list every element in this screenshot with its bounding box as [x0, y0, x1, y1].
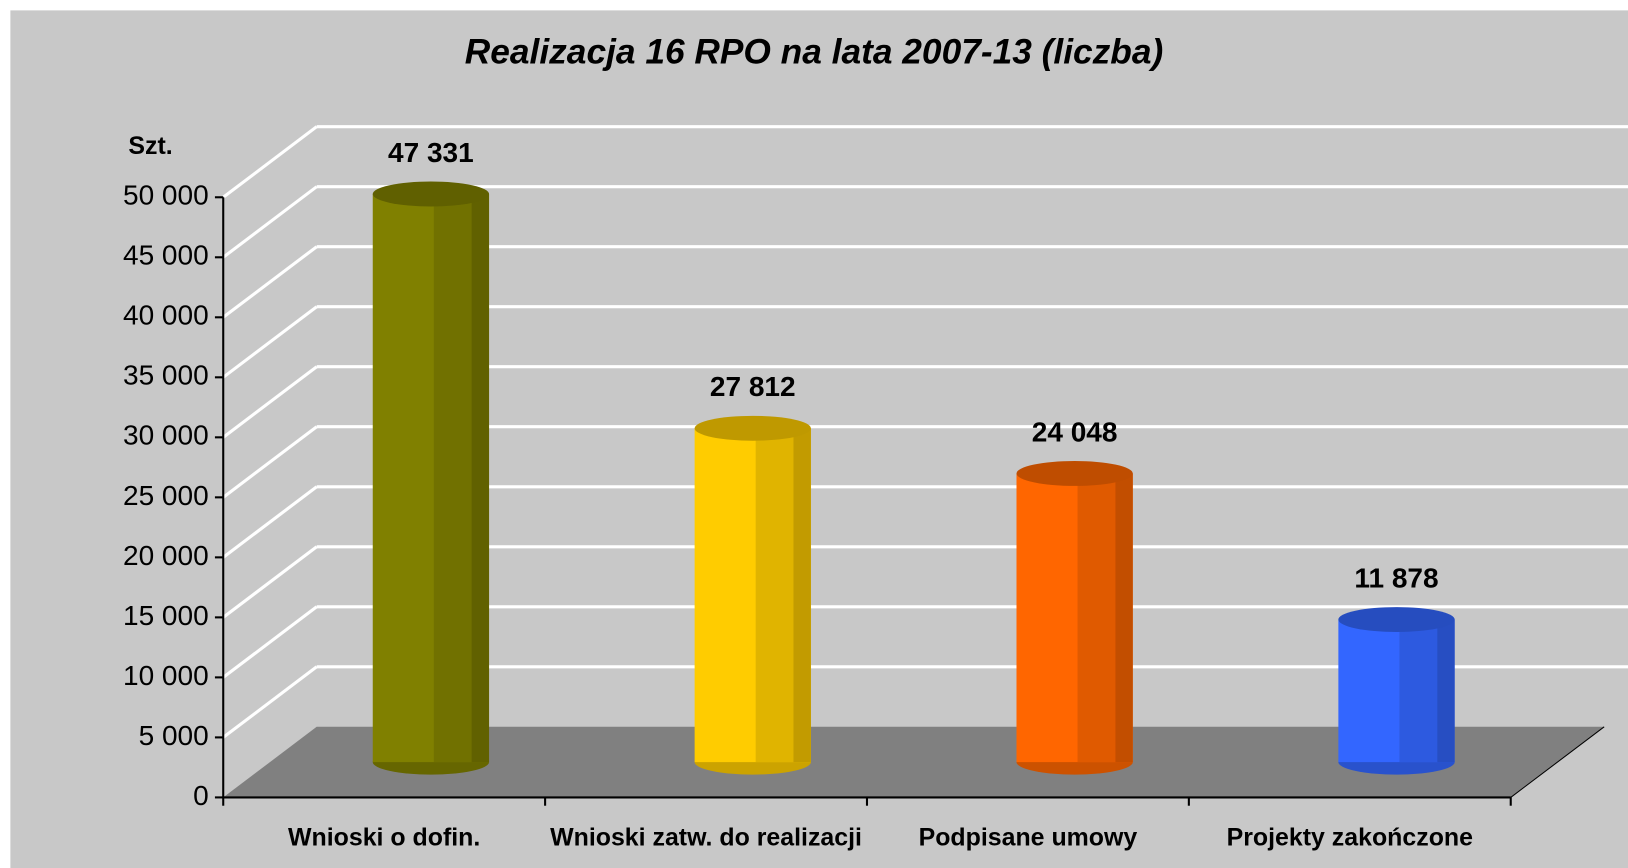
grid-line: [222, 365, 318, 439]
bar-side: [433, 194, 472, 763]
grid-line: [222, 245, 318, 319]
bar-side: [755, 428, 794, 763]
value-label: 11 878: [1354, 562, 1438, 593]
grid-line: [222, 485, 318, 559]
bar-side: [471, 194, 490, 763]
x-tick-label: Projekty zakończone: [1227, 824, 1473, 852]
bar-top: [1016, 461, 1133, 486]
y-tick-label: 25 000: [123, 480, 209, 511]
floor: [223, 726, 1605, 798]
x-tick-label: Podpisane umowy: [919, 824, 1138, 852]
y-tick-label: 10 000: [123, 660, 209, 691]
plot: Realizacja 16 RPO na lata 2007-13 (liczb…: [10, 10, 1628, 868]
bar-side: [1115, 473, 1133, 763]
y-tick-label: 20 000: [123, 540, 209, 571]
y-tick-label: 35 000: [123, 360, 209, 391]
bar-top: [694, 415, 811, 441]
bar-side: [1399, 619, 1438, 763]
bar-side: [793, 428, 811, 763]
x-tick-label: Wnioski zatw. do realizacji: [550, 824, 862, 852]
bar-top: [372, 181, 490, 207]
y-axis-label: Szt.: [128, 132, 172, 160]
chart-title: Realizacja 16 RPO na lata 2007-13 (liczb…: [465, 32, 1163, 71]
floor-edge: [1510, 726, 1605, 798]
y-tick-label: 30 000: [123, 420, 209, 451]
y-tick-label: 40 000: [123, 300, 209, 331]
value-label: 24 048: [1032, 416, 1118, 447]
y-tick-label: 45 000: [123, 240, 209, 271]
bar-side: [1077, 473, 1116, 763]
grid-line: [222, 605, 318, 679]
x-tick-label: Wnioski o dofin.: [288, 824, 480, 852]
y-tick-label: 5 000: [139, 720, 209, 751]
grid-line: [222, 185, 318, 259]
grid-line: [222, 305, 318, 379]
y-tick-label: 15 000: [123, 600, 209, 631]
value-label: 27 812: [710, 371, 796, 402]
bar-side: [1437, 619, 1455, 763]
y-tick-label: 50 000: [123, 180, 209, 211]
grid-line: [222, 125, 318, 199]
bar-top: [1338, 607, 1455, 633]
grid-line: [222, 545, 318, 619]
value-label: 47 331: [388, 137, 474, 168]
y-tick-label: 0: [193, 780, 209, 811]
grid-line: [222, 425, 318, 499]
grid-line: [222, 665, 318, 739]
